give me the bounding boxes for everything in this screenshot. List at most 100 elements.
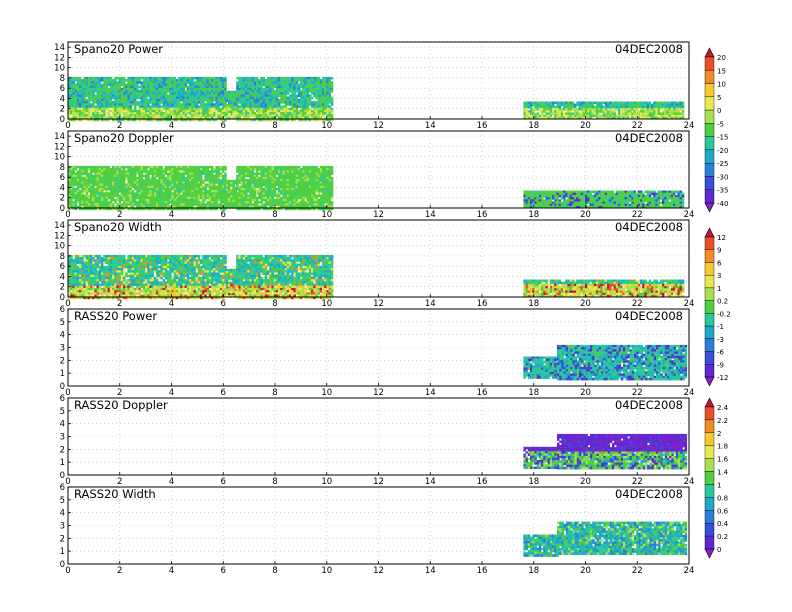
data-cell <box>538 110 542 113</box>
data-cell <box>322 118 325 122</box>
data-cell <box>178 107 181 111</box>
data-cell <box>275 172 279 175</box>
data-cell <box>206 207 210 211</box>
data-cell <box>228 186 231 189</box>
data-cell <box>171 198 174 202</box>
data-cell <box>149 92 152 95</box>
data-cell <box>275 79 279 82</box>
data-cell <box>304 179 307 182</box>
data-cell <box>326 103 329 106</box>
data-cell <box>324 98 327 102</box>
data-cell <box>171 107 174 111</box>
data-cell <box>171 201 174 204</box>
data-cell <box>289 76 292 80</box>
data-cell <box>234 206 238 209</box>
data-cell <box>213 196 216 200</box>
data-cell <box>74 201 78 204</box>
data-cell <box>171 174 174 178</box>
data-cell <box>127 194 130 197</box>
data-cell <box>253 107 257 111</box>
data-cell <box>313 79 316 82</box>
data-cell <box>284 183 288 186</box>
data-cell <box>240 183 244 186</box>
data-cell <box>273 114 277 117</box>
data-cell <box>162 176 166 180</box>
data-cell <box>145 90 148 93</box>
data-cell <box>123 103 126 106</box>
data-cell <box>286 201 290 204</box>
data-cell <box>134 194 137 197</box>
data-cell <box>175 118 179 122</box>
data-cell <box>178 87 181 91</box>
data-cell <box>200 168 203 171</box>
data-cell <box>197 98 201 102</box>
data-cell <box>247 201 250 204</box>
data-cell <box>215 176 218 180</box>
data-cell <box>541 110 544 113</box>
data-cell <box>182 183 185 186</box>
data-cell <box>182 85 185 89</box>
data-cell <box>271 114 274 117</box>
data-cell <box>184 85 188 89</box>
data-cell <box>138 90 141 93</box>
data-cell <box>640 108 643 111</box>
data-cell <box>269 98 272 102</box>
data-cell <box>289 101 292 104</box>
data-cell <box>101 174 104 178</box>
data-cell <box>217 101 221 104</box>
data-cell <box>217 87 221 91</box>
data-cell <box>242 207 246 211</box>
data-cell <box>193 109 196 113</box>
data-cell <box>297 103 301 106</box>
data-cell <box>642 112 645 115</box>
data-cell <box>92 187 95 191</box>
data-cell <box>140 196 144 200</box>
data-cell <box>670 103 674 107</box>
data-cell <box>164 203 168 206</box>
data-cell <box>304 168 307 171</box>
data-cell <box>127 176 130 180</box>
data-cell <box>191 179 194 182</box>
data-cell <box>182 112 185 115</box>
data-cell <box>94 190 97 193</box>
data-cell <box>234 97 238 100</box>
data-cell <box>219 181 223 184</box>
data-cell <box>326 81 329 84</box>
data-cell <box>116 165 119 169</box>
data-cell <box>302 109 305 113</box>
data-cell <box>262 176 266 180</box>
data-cell <box>271 98 274 102</box>
data-cell <box>273 174 277 178</box>
data-cell <box>204 172 207 175</box>
data-cell <box>262 172 266 175</box>
data-cell <box>81 118 84 122</box>
data-cell <box>213 83 216 86</box>
data-cell <box>114 176 117 180</box>
data-cell <box>234 115 238 118</box>
data-cell <box>74 198 78 202</box>
data-cell <box>101 190 104 193</box>
data-cell <box>92 79 95 82</box>
data-cell <box>153 172 157 175</box>
data-cell <box>118 90 122 93</box>
data-cell <box>637 101 641 104</box>
data-cell <box>85 172 89 175</box>
data-cell <box>178 103 181 106</box>
data-cell <box>101 90 104 93</box>
data-cell <box>328 83 332 86</box>
data-cell <box>211 101 214 104</box>
data-cell <box>118 181 122 184</box>
data-cell <box>202 101 205 104</box>
data-cell <box>129 201 133 204</box>
data-cell <box>169 79 172 82</box>
data-cell <box>160 118 163 122</box>
data-cell <box>182 114 185 117</box>
data-cell <box>114 109 117 113</box>
data-cell <box>666 105 669 109</box>
data-cell <box>167 168 170 171</box>
data-cell <box>247 118 250 122</box>
data-cell <box>167 181 170 184</box>
data-cell <box>186 109 190 113</box>
data-cell <box>83 165 86 169</box>
data-cell <box>90 174 93 178</box>
